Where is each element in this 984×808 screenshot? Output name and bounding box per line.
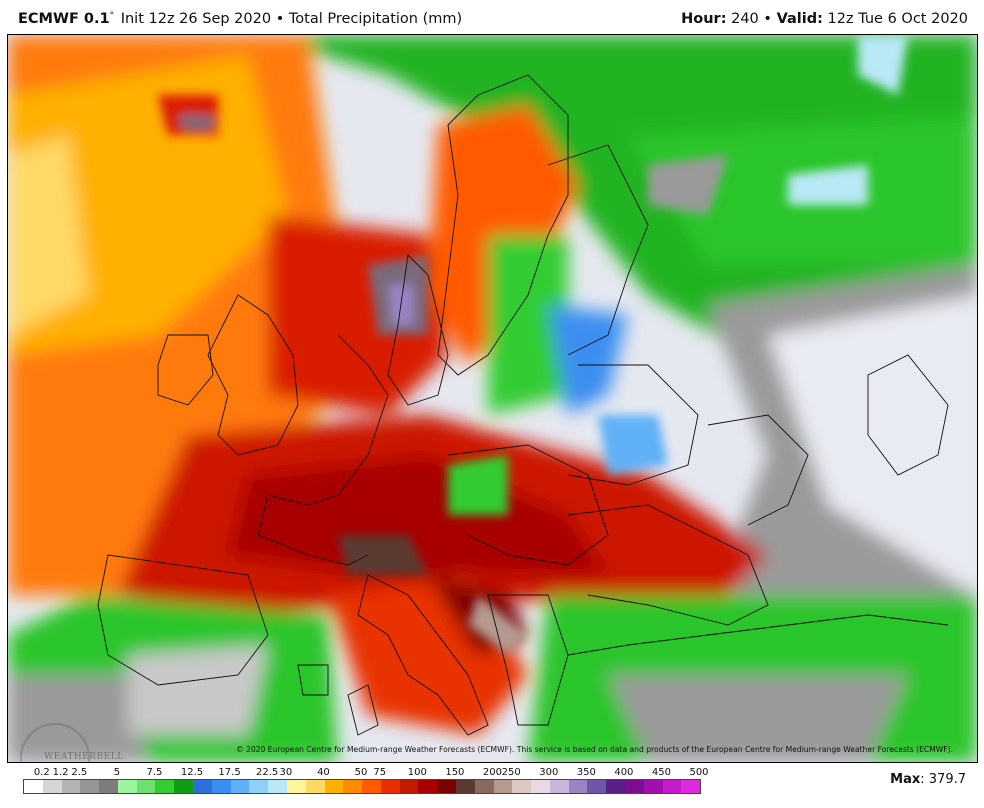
- scale-swatch: [681, 780, 701, 793]
- hour-label: Hour:: [681, 11, 727, 27]
- scale-swatch: [230, 780, 250, 793]
- scale-label: 150: [445, 767, 465, 778]
- scale-swatch: [568, 780, 588, 793]
- legend-labels: 0.2 1.2 2.5 5 7.5 12.5 17.5 22.5 30 40 50 75 100 150 2…: [23, 767, 709, 779]
- precipitation-field: [8, 35, 977, 762]
- scale-swatch: [512, 780, 532, 793]
- scale-label: 1.2: [52, 767, 69, 778]
- scale-label: 22.5: [255, 767, 279, 778]
- scale-swatch: [61, 780, 81, 793]
- map-header: ECMWF 0.1° Init 12z 26 Sep 2020 • Total …: [0, 0, 984, 34]
- header-right: Hour: 240 • Valid: 12z Tue 6 Oct 2020: [681, 11, 968, 27]
- scale-swatch: [362, 780, 381, 793]
- copyright-credit: © 2020 European Centre for Medium-range …: [236, 745, 953, 754]
- scale-swatch: [24, 780, 43, 793]
- scale-label: 500: [689, 767, 709, 778]
- hour-value: 240: [731, 11, 759, 27]
- scale-swatch: [42, 780, 62, 793]
- scale-swatch: [286, 780, 306, 793]
- scale-label: 400: [614, 767, 634, 778]
- scale-swatch: [587, 780, 607, 793]
- scale-label: 0.2: [33, 767, 50, 778]
- scale-swatch: [625, 780, 644, 793]
- watermark-text: WEATHERBELL: [44, 752, 124, 762]
- scale-swatch: [437, 780, 456, 793]
- scale-swatch: [380, 780, 400, 793]
- scale-swatch: [211, 780, 231, 793]
- scale-label: 12.5: [180, 767, 204, 778]
- scale-label: 30: [279, 767, 293, 778]
- scale-swatch: [418, 780, 438, 793]
- valid-label: Valid:: [776, 11, 823, 27]
- max-value-box: Max: 379.7: [890, 772, 966, 787]
- scale-swatch: [174, 780, 194, 793]
- bullet-separator-2: •: [763, 11, 772, 27]
- scale-swatch: [531, 780, 550, 793]
- color-scale-bar: [23, 779, 701, 794]
- scale-swatch: [549, 780, 569, 793]
- scale-label: 40: [317, 767, 330, 778]
- scale-swatch: [324, 780, 344, 793]
- scale-swatch: [136, 780, 156, 793]
- model-name: ECMWF 0.1: [18, 11, 110, 27]
- scale-swatch: [99, 780, 118, 793]
- scale-swatch: [117, 780, 137, 793]
- scale-label: 100: [407, 767, 427, 778]
- precipitation-map: WEATHERBELL: [7, 34, 978, 763]
- scale-label: 200: [482, 767, 502, 778]
- scale-swatch: [343, 780, 363, 793]
- scale-label: 350: [576, 767, 596, 778]
- scale-label: 75: [373, 767, 387, 778]
- scale-label: 5: [113, 767, 121, 778]
- scale-swatch: [305, 780, 325, 793]
- scale-swatch: [193, 780, 212, 793]
- valid-value: 12z Tue 6 Oct 2020: [827, 11, 968, 27]
- scale-label: 7.5: [146, 767, 163, 778]
- scale-swatch: [643, 780, 663, 793]
- scale-label: 2.5: [71, 767, 88, 778]
- scale-swatch: [474, 780, 494, 793]
- scale-label: 250: [501, 767, 521, 778]
- scale-swatch: [455, 780, 475, 793]
- scale-swatch: [80, 780, 100, 793]
- scale-swatch: [268, 780, 287, 793]
- init-time: Init 12z 26 Sep 2020: [120, 11, 272, 27]
- scale-swatch: [662, 780, 682, 793]
- scale-label: 17.5: [218, 767, 241, 778]
- max-label: Max: [890, 772, 921, 787]
- max-colon: :: [920, 772, 925, 787]
- degree-symbol: °: [109, 11, 115, 21]
- scale-swatch: [155, 780, 175, 793]
- scale-label: 300: [539, 767, 559, 778]
- header-left: ECMWF 0.1° Init 12z 26 Sep 2020 • Total …: [18, 11, 462, 27]
- scale-swatch: [606, 780, 625, 793]
- scale-swatch: [493, 780, 513, 793]
- bullet-separator: •: [275, 11, 285, 27]
- scale-label: 50: [354, 767, 368, 778]
- scale-swatch: [249, 780, 269, 793]
- product-name: Total Precipitation (mm): [288, 11, 463, 27]
- scale-swatch: [399, 780, 419, 793]
- max-value: 379.7: [928, 772, 966, 787]
- scale-label: 450: [651, 767, 671, 778]
